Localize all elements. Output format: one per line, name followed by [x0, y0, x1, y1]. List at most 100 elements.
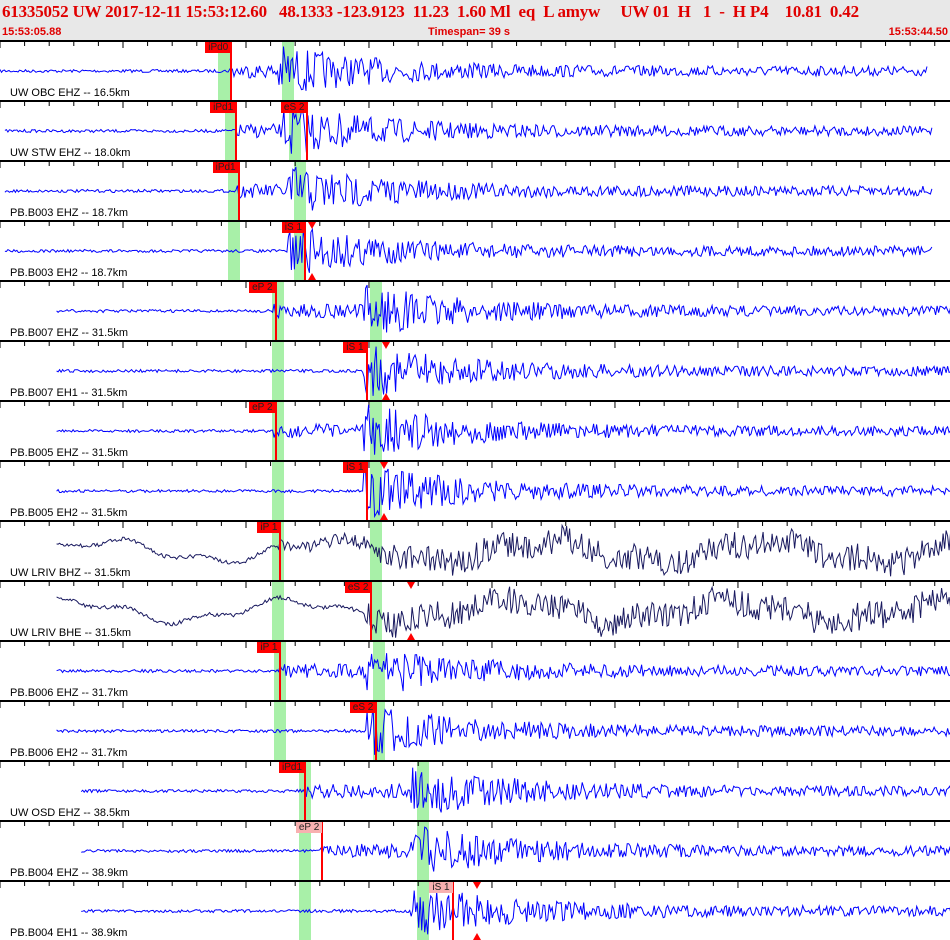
pick-label[interactable]: eS 2 — [344, 582, 372, 593]
pick-line[interactable] — [370, 582, 373, 640]
channel-label: PB.B006 EHZ -- 31.7km — [10, 687, 128, 699]
channel-label: PB.B004 EH1 -- 38.9km — [10, 927, 128, 939]
pick-window — [370, 402, 383, 460]
pick-label[interactable]: iS 1 — [343, 342, 367, 353]
pick-window — [227, 162, 240, 220]
channel-row[interactable]: eP 2 PB.B005 EHZ -- 31.5km — [0, 400, 950, 460]
waveform — [0, 762, 950, 813]
pick-label[interactable]: eP 2 — [249, 402, 276, 413]
channel-label: UW LRIV BHE -- 31.5km — [10, 627, 132, 639]
channel-row[interactable]: eP 2 PB.B004 EHZ -- 38.9km — [0, 820, 950, 880]
theoretical-arrival-marker — [308, 222, 317, 229]
channel-label: UW LRIV BHZ -- 31.5km — [10, 567, 131, 579]
pick-line[interactable] — [375, 702, 378, 760]
pick-window — [271, 582, 284, 640]
theoretical-arrival-marker — [379, 462, 388, 469]
pick-label[interactable]: iS 1 — [281, 222, 306, 233]
pick-line[interactable] — [306, 102, 309, 160]
channel-row[interactable]: iS 1 PB.B004 EH1 -- 38.9km — [0, 880, 950, 940]
theoretical-arrival-marker — [473, 882, 482, 889]
channel-row[interactable]: iPd1 eS 2 UW STW EHZ -- 18.0km — [0, 100, 950, 160]
waveform — [0, 582, 950, 638]
event-summary: 61335052 UW 2017-12-11 15:53:12.60 48.13… — [2, 2, 859, 21]
waveform — [0, 462, 950, 519]
channel-row[interactable]: iPd1 PB.B003 EHZ -- 18.7km — [0, 160, 950, 220]
channel-label: PB.B003 EH2 -- 18.7km — [10, 267, 128, 279]
pick-line[interactable] — [279, 642, 282, 700]
pick-label[interactable]: iPd1 — [279, 762, 306, 773]
channel-label: PB.B007 EHZ -- 31.5km — [10, 327, 128, 339]
waveform — [0, 162, 936, 211]
event-header: 61335052 UW 2017-12-11 15:53:12.60 48.13… — [0, 0, 950, 40]
pick-label[interactable]: eS 2 — [349, 702, 377, 713]
channel-row[interactable]: iP 1 PB.B006 EHZ -- 31.7km — [0, 640, 950, 700]
waveform — [0, 402, 950, 455]
pick-line[interactable] — [235, 102, 238, 160]
pick-label[interactable]: iPd0 — [205, 42, 232, 53]
waveform — [0, 282, 950, 333]
channel-row[interactable]: iS 1 PB.B005 EH2 -- 31.5km — [0, 460, 950, 520]
channel-label: UW OSD EHZ -- 38.5km — [10, 807, 130, 819]
channel-label: PB.B005 EHZ -- 31.5km — [10, 447, 128, 459]
pick-window — [271, 342, 284, 400]
channel-row[interactable]: iS 1 PB.B003 EH2 -- 18.7km — [0, 220, 950, 280]
channel-label: PB.B006 EH2 -- 31.7km — [10, 747, 128, 759]
theoretical-arrival-marker — [406, 633, 415, 640]
channel-row[interactable]: eS 2 UW LRIV BHE -- 31.5km — [0, 580, 950, 640]
pick-line[interactable] — [365, 462, 368, 520]
pick-window — [294, 162, 307, 220]
theoretical-arrival-marker — [379, 513, 388, 520]
channel-label: UW OBC EHZ -- 16.5km — [10, 87, 130, 99]
waveform — [0, 522, 950, 577]
pick-line[interactable] — [230, 42, 233, 100]
channel-row[interactable]: eS 2 PB.B006 EH2 -- 31.7km — [0, 700, 950, 760]
pick-label[interactable]: iP 1 — [257, 522, 281, 533]
waveform — [0, 642, 950, 692]
pick-line[interactable] — [365, 342, 368, 400]
seismogram-panel[interactable]: iPd0 UW OBC EHZ -- 16.5km iPd1 eS 2 UW STW E… — [0, 40, 950, 940]
channel-label: PB.B007 EH1 -- 31.5km — [10, 387, 128, 399]
channel-row[interactable]: eP 2 PB.B007 EHZ -- 31.5km — [0, 280, 950, 340]
pick-window — [372, 642, 385, 700]
pick-window — [274, 702, 287, 760]
pick-window — [271, 462, 284, 520]
waveform — [0, 882, 950, 935]
pick-line[interactable] — [321, 822, 324, 880]
pick-line[interactable] — [274, 402, 277, 460]
waveform — [0, 822, 950, 872]
pick-line[interactable] — [274, 282, 277, 340]
pick-line[interactable] — [237, 162, 240, 220]
pick-label[interactable]: eP 2 — [249, 282, 276, 293]
pick-line[interactable] — [304, 222, 307, 280]
waveform — [0, 702, 950, 755]
channel-row[interactable]: iPd1 UW OSD EHZ -- 38.5km — [0, 760, 950, 820]
pick-line[interactable] — [304, 762, 307, 820]
channel-label: PB.B005 EH2 -- 31.5km — [10, 507, 128, 519]
theoretical-arrival-marker — [406, 582, 415, 589]
start-time: 15:53:05.88 — [2, 26, 62, 38]
pick-label[interactable]: iPd1 — [210, 102, 237, 113]
channel-row[interactable]: iP 1 UW LRIV BHZ -- 31.5km — [0, 520, 950, 580]
pick-label[interactable]: iPd1 — [212, 162, 239, 173]
waveform — [0, 102, 936, 154]
end-time: 15:53:44.50 — [888, 26, 948, 38]
waveform — [0, 342, 950, 397]
channel-row[interactable]: iS 1 PB.B007 EH1 -- 31.5km — [0, 340, 950, 400]
pick-label[interactable]: iS 1 — [343, 462, 367, 473]
channel-label: PB.B003 EHZ -- 18.7km — [10, 207, 128, 219]
theoretical-arrival-marker — [308, 273, 317, 280]
pick-label[interactable]: eP 2 — [295, 822, 323, 833]
theoretical-arrival-marker — [382, 342, 391, 349]
pick-label[interactable]: iS 1 — [429, 882, 453, 893]
pick-label[interactable]: eS 2 — [280, 102, 308, 113]
waveform — [0, 42, 936, 91]
pick-line[interactable] — [451, 882, 454, 940]
timespan: Timespan= 39 s — [428, 26, 511, 38]
channel-label: UW STW EHZ -- 18.0km — [10, 147, 131, 159]
channel-label: PB.B004 EHZ -- 38.9km — [10, 867, 128, 879]
channel-row[interactable]: iPd0 UW OBC EHZ -- 16.5km — [0, 40, 950, 100]
pick-label[interactable]: iP 1 — [257, 642, 281, 653]
theoretical-arrival-marker — [382, 393, 391, 400]
theoretical-arrival-marker — [473, 933, 482, 940]
pick-line[interactable] — [279, 522, 282, 580]
